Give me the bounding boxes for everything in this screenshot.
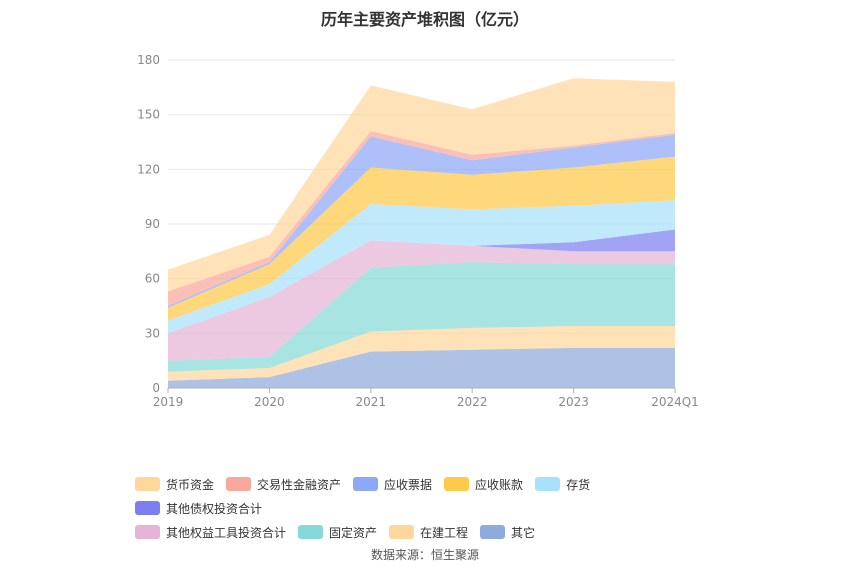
legend-item[interactable]: 应收账款 <box>444 472 523 496</box>
legend-item[interactable]: 其它 <box>480 520 535 544</box>
legend-item[interactable]: 在建工程 <box>389 520 468 544</box>
area-series <box>168 134 675 308</box>
legend-item[interactable]: 其他权益工具投资合计 <box>135 520 286 544</box>
legend-swatch <box>135 477 160 491</box>
area-series-group <box>168 78 675 388</box>
legend-swatch <box>298 525 324 539</box>
legend-label: 在建工程 <box>420 525 469 540</box>
area-series <box>168 200 675 334</box>
area-series <box>168 229 675 334</box>
legend-label: 应收票据 <box>384 477 433 492</box>
legend-swatch <box>226 477 252 491</box>
legend-swatch <box>535 477 561 491</box>
legend-label: 应收账款 <box>475 477 524 492</box>
legend-item[interactable]: 存货 <box>535 472 590 496</box>
area-series <box>168 78 675 292</box>
legend-swatch <box>135 501 160 515</box>
y-tick-label: 30 <box>145 326 160 340</box>
legend-swatch <box>444 477 470 491</box>
legend-row-2: 其他权益工具投资合计 固定资产 在建工程 其它 <box>135 520 735 544</box>
area-series <box>168 347 675 388</box>
area-series <box>168 156 675 321</box>
legend-item[interactable]: 货币资金 <box>135 472 214 496</box>
y-tick-label: 150 <box>137 108 160 122</box>
legend-item[interactable]: 应收票据 <box>353 472 432 496</box>
chart-title: 历年主要资产堆积图（亿元） <box>320 10 529 29</box>
legend-label: 存货 <box>566 477 591 492</box>
legend-row-1: 货币资金 交易性金融资产 应收票据 应收账款 存货其他债权投资合计 <box>135 472 735 520</box>
y-tick-label: 0 <box>152 381 160 395</box>
legend: 货币资金 交易性金融资产 应收票据 应收账款 存货其他债权投资合计 其他权益工具投资合计… <box>135 472 735 544</box>
legend-label: 货币资金 <box>166 477 215 492</box>
legend-label: 其它 <box>511 525 536 540</box>
legend-item[interactable]: 其他债权投资合计 <box>135 496 262 520</box>
area-series <box>168 240 675 361</box>
legend-swatch <box>389 525 415 539</box>
x-tick-label: 2021 <box>356 395 387 409</box>
area-series <box>168 326 675 381</box>
y-tick-label: 120 <box>137 162 160 176</box>
legend-item[interactable]: 交易性金融资产 <box>226 472 341 496</box>
x-tick-label: 2020 <box>254 395 285 409</box>
y-tick-label: 90 <box>145 217 160 231</box>
legend-label: 固定资产 <box>329 525 378 540</box>
x-tick-label: 2023 <box>558 395 589 409</box>
data-source: 数据来源：恒生聚源 <box>370 548 479 562</box>
legend-swatch <box>480 525 506 539</box>
x-tick-label: 2022 <box>457 395 488 409</box>
area-series <box>168 262 675 372</box>
x-tick-label: 2024Q1 <box>651 395 699 409</box>
legend-label: 交易性金融资产 <box>257 477 342 492</box>
legend-label: 其他权益工具投资合计 <box>166 525 287 540</box>
x-tick-label: 2019 <box>153 395 184 409</box>
legend-swatch <box>135 525 160 539</box>
legend-swatch <box>353 477 379 491</box>
y-tick-label: 60 <box>145 272 160 286</box>
axes: 2019 2020 2021 2022 2023 2024Q1 <box>153 387 699 409</box>
y-tick-label: 180 <box>137 53 160 67</box>
legend-label: 其他债权投资合计 <box>166 501 263 516</box>
legend-item[interactable]: 固定资产 <box>298 520 377 544</box>
